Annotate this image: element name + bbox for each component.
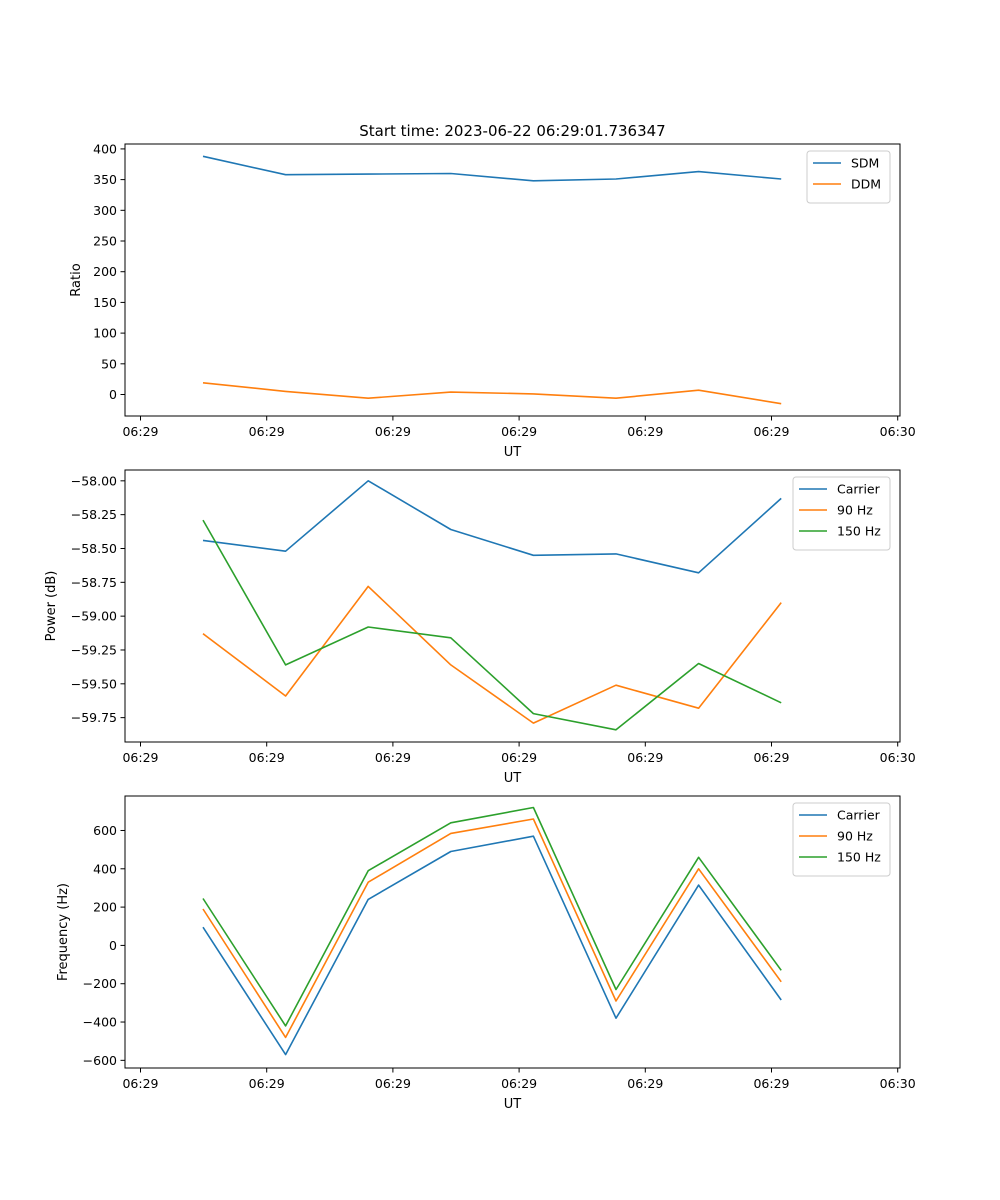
x-tick-label: 06:29	[249, 1076, 285, 1091]
x-tick-label: 06:29	[375, 1076, 411, 1091]
x-tick-label: 06:29	[753, 1076, 789, 1091]
y-tick-label: 0	[109, 387, 117, 402]
y-tick-label: −59.75	[71, 710, 117, 725]
y-axis-label: Frequency (Hz)	[56, 883, 71, 981]
y-tick-label: 200	[93, 900, 117, 915]
x-tick-label: 06:29	[627, 1076, 663, 1091]
y-tick-label: −59.25	[71, 642, 117, 657]
x-tick-label: 06:29	[249, 750, 285, 765]
series-line-ddm	[202, 382, 782, 405]
plot-frame	[124, 143, 901, 417]
x-tick-label: 06:29	[753, 750, 789, 765]
y-tick-label: 100	[93, 326, 117, 341]
x-tick-label: 06:29	[501, 750, 537, 765]
series-line-carrier	[202, 479, 782, 574]
series-line-sdm	[202, 155, 782, 182]
y-tick-label: 600	[93, 823, 117, 838]
x-tick-label: 06:30	[880, 1076, 916, 1091]
legend-label: SDM	[851, 156, 879, 171]
legend-box	[806, 150, 891, 204]
x-tick-label: 06:30	[880, 750, 916, 765]
x-tick-label: 06:29	[249, 424, 285, 439]
series-line-150-hz	[202, 519, 782, 731]
chart-panel-2: 06:29 06:29 06:29 06:29 06:29 06:29 06:30 −58.0…	[44, 469, 916, 786]
x-tick-label: 06:29	[122, 1076, 158, 1091]
y-tick-label: 400	[93, 861, 117, 876]
y-tick-label: −58.00	[71, 473, 117, 488]
x-tick-label: 06:29	[627, 750, 663, 765]
plot-frame	[124, 469, 901, 743]
x-tick-label: 06:30	[880, 424, 916, 439]
y-tick-label: 150	[93, 295, 117, 310]
x-axis-label: UT	[504, 1097, 522, 1112]
y-tick-label: −59.00	[71, 609, 117, 624]
x-axis-label: UT	[504, 445, 522, 460]
y-axis-label: Ratio	[69, 263, 84, 296]
x-tick-label: 06:29	[375, 750, 411, 765]
legend: SDM DDM	[806, 150, 891, 204]
x-tick-label: 06:29	[122, 424, 158, 439]
legend-label: 90 Hz	[837, 829, 873, 844]
y-tick-label: 50	[101, 356, 117, 371]
legend-label: 150 Hz	[837, 524, 881, 539]
legend-label: 90 Hz	[837, 503, 873, 518]
y-tick-label: −58.25	[71, 507, 117, 522]
y-axis-label: Power (dB)	[44, 571, 59, 642]
y-tick-label: 350	[93, 172, 117, 187]
legend: Carrier 90 Hz 150 Hz	[792, 476, 891, 551]
legend-label: Carrier	[837, 482, 881, 497]
y-tick-label: −200	[83, 976, 117, 991]
y-tick-label: 300	[93, 203, 117, 218]
y-tick-label: 0	[109, 938, 117, 953]
figure-title: Start time: 2023-06-22 06:29:01.736347	[359, 122, 665, 140]
chart-panel-3: 06:29 06:29 06:29 06:29 06:29 06:29 06:30 −600 −…	[56, 795, 916, 1112]
x-tick-label: 06:29	[753, 424, 789, 439]
series-line-carrier	[202, 835, 782, 1056]
x-tick-label: 06:29	[501, 1076, 537, 1091]
x-tick-label: 06:29	[627, 424, 663, 439]
y-tick-label: 200	[93, 264, 117, 279]
x-axis-label: UT	[504, 771, 522, 786]
legend-label: Carrier	[837, 808, 881, 823]
series-line-90-hz	[202, 818, 782, 1039]
chart-panel-1: 06:29 06:29 06:29 06:29 06:29 06:29 06:30 0 50 10…	[69, 141, 916, 460]
legend: Carrier 90 Hz 150 Hz	[792, 802, 891, 877]
y-tick-label: −400	[83, 1015, 117, 1030]
x-tick-label: 06:29	[122, 750, 158, 765]
y-tick-label: −600	[83, 1053, 117, 1068]
y-tick-label: −59.50	[71, 676, 117, 691]
y-tick-label: −58.75	[71, 575, 117, 590]
series-line-90-hz	[202, 585, 782, 724]
x-tick-label: 06:29	[501, 424, 537, 439]
y-tick-label: 250	[93, 234, 117, 249]
y-tick-label: 400	[93, 141, 117, 156]
legend-label: DDM	[851, 177, 881, 192]
series-line-150-hz	[202, 806, 782, 1027]
y-tick-label: −58.50	[71, 541, 117, 556]
plot-frame	[124, 795, 901, 1069]
x-tick-label: 06:29	[375, 424, 411, 439]
legend-label: 150 Hz	[837, 850, 881, 865]
